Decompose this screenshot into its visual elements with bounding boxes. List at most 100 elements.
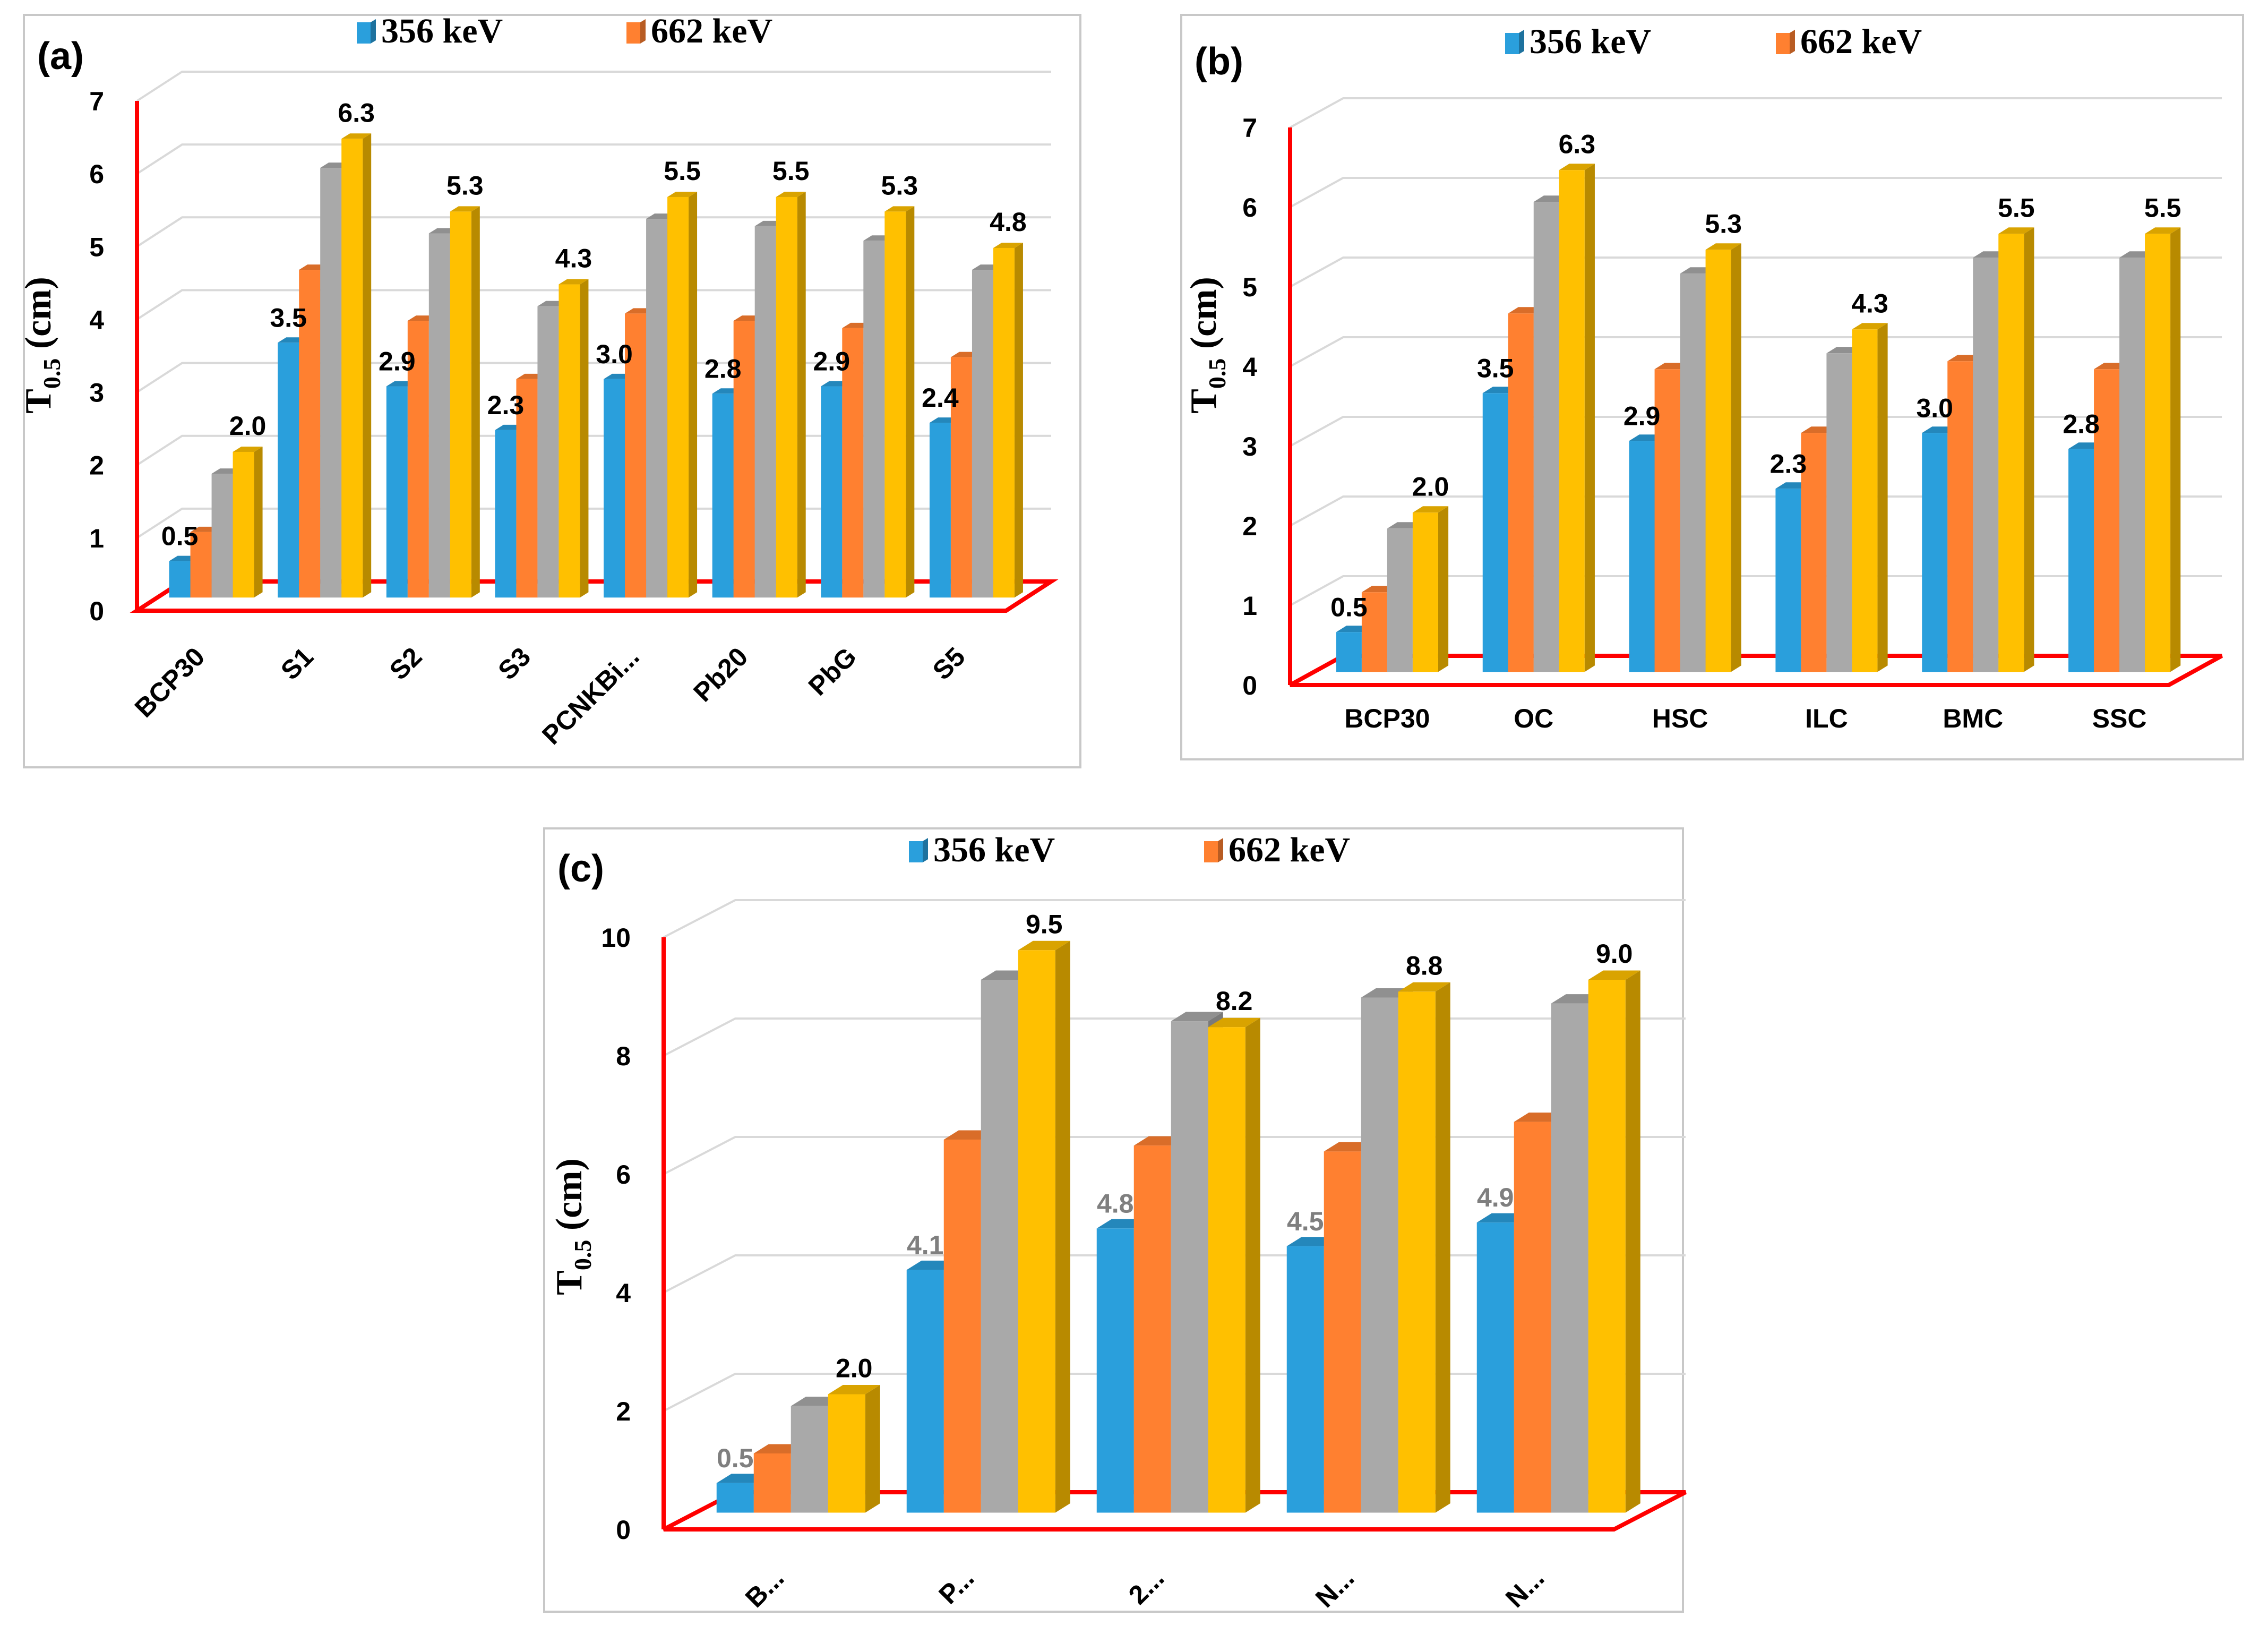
bar-front	[1973, 258, 1999, 672]
gridline	[1290, 256, 2222, 288]
bar-top	[1018, 940, 1070, 951]
bar-side	[1625, 970, 1640, 1513]
y-axis-label: T0.5 (cm)	[549, 1158, 596, 1295]
data-label: 0.5	[1330, 592, 1368, 622]
data-label: 4.3	[555, 244, 592, 273]
data-label: 2.9	[379, 347, 416, 377]
legend-swatch-side	[1218, 838, 1223, 862]
bar-front	[1412, 512, 1438, 672]
x-category-label: 2...	[1123, 1563, 1170, 1610]
panel-border	[23, 14, 1081, 768]
bar-front	[233, 451, 254, 598]
legend-swatch	[357, 22, 371, 44]
data-label: 2.8	[2063, 409, 2100, 439]
data-label: 9.5	[1026, 909, 1063, 939]
x-category-label: PCNKBi...	[536, 641, 645, 750]
legend-label: 356 keV	[381, 12, 503, 50]
bar-front	[712, 393, 734, 598]
bar-front	[1361, 997, 1398, 1513]
legend-swatch	[1505, 33, 1519, 54]
bar-front	[1629, 441, 1655, 672]
bar-series-4	[2145, 227, 2181, 672]
bar-front	[1171, 1021, 1208, 1513]
bar-front	[1476, 1222, 1514, 1513]
bar-series-4	[1412, 506, 1449, 672]
bar-front	[1286, 1246, 1324, 1513]
bar-top	[1171, 1012, 1223, 1022]
bar-side	[1245, 1017, 1260, 1513]
data-label: 3.5	[270, 303, 307, 332]
bar-front	[884, 211, 906, 598]
bar-front	[1508, 313, 1534, 672]
bar-front	[1998, 234, 2024, 672]
gridline	[136, 143, 1051, 175]
bar-top	[1705, 243, 1741, 250]
bar-front	[604, 379, 625, 598]
bar-series-4	[776, 191, 806, 598]
bar-front	[1096, 1228, 1134, 1513]
bar-front	[1324, 1151, 1361, 1513]
x-category-label: P...	[933, 1563, 980, 1610]
bar-side	[906, 206, 915, 598]
bar-front	[516, 379, 538, 598]
data-label: 4.9	[1477, 1183, 1514, 1212]
bar-top	[341, 133, 372, 139]
bar-front	[1559, 170, 1585, 672]
legend-swatch-side	[1519, 30, 1524, 54]
bar-top	[1588, 970, 1640, 980]
y-tick-label: 6	[89, 159, 104, 189]
x-category-label: ILC	[1805, 704, 1848, 733]
bar-front	[386, 386, 408, 598]
data-label: 5.5	[1998, 193, 2035, 223]
bar-side	[689, 191, 698, 598]
legend-label: 356 keV	[933, 831, 1055, 869]
bar-front	[1588, 980, 1626, 1513]
gridline	[663, 899, 1686, 938]
bar-front	[791, 1406, 828, 1513]
bar-front	[495, 430, 517, 598]
bar-front	[776, 196, 797, 598]
bar-front	[646, 219, 668, 598]
data-label: 3.0	[596, 339, 633, 369]
bar-side	[2024, 227, 2034, 672]
bar-front	[2094, 369, 2120, 672]
bar-front	[625, 313, 647, 598]
gridline	[1290, 97, 2222, 129]
bar-series-4	[1588, 970, 1640, 1513]
legend-swatch-side	[640, 19, 646, 44]
bar-top	[559, 279, 589, 285]
y-tick-label: 1	[1242, 591, 1257, 621]
data-label: 6.3	[338, 98, 375, 127]
x-category-label: SSC	[2092, 704, 2147, 733]
bar-front	[537, 306, 559, 598]
data-label: 0.5	[717, 1443, 754, 1473]
bar-front	[972, 270, 993, 598]
data-label: 2.9	[813, 347, 850, 377]
bar-series-4	[1208, 1017, 1260, 1513]
chart-panel-2: 0 1 2 3 4 5 6 7 0.5 2.0 BCP30 3.5 6.3 OC 2.9 5.3 HSC 2.3 4…	[1180, 14, 2244, 760]
bar-front	[1705, 250, 1731, 672]
chart-panel-1: 0 1 2 3 4 5 6 7 0.5 2.0 BCP30 3.5 6.3 S1 2.9 5.3 S2 2.3 4.…	[18, 12, 1081, 768]
x-category-label: S5	[927, 641, 971, 686]
data-label: 4.3	[1851, 288, 1888, 318]
data-label: 4.1	[907, 1230, 944, 1260]
x-category-label: S1	[275, 641, 319, 686]
x-category-label: Pb20	[688, 641, 753, 707]
x-category-label: N...	[1310, 1563, 1360, 1613]
data-label: 2.8	[705, 354, 742, 383]
bar-front	[211, 474, 233, 598]
bar-front	[1514, 1122, 1551, 1513]
legend-swatch-side	[371, 19, 376, 44]
gridline	[1290, 336, 2222, 367]
bar-top	[1208, 1017, 1260, 1028]
chart-panel-3: 0 2 4 6 8 10 0.5 2.0 B... 4.1 9.5 P... 4.8 8.2 2... 4.5…	[543, 827, 1687, 1613]
bar-side	[363, 133, 372, 598]
data-label: 4.8	[990, 207, 1027, 237]
y-tick-label: 4	[616, 1278, 631, 1308]
bar-front	[993, 247, 1015, 598]
bar-front	[1551, 1003, 1588, 1513]
bar-front	[1482, 393, 1508, 672]
bar-series-4	[1018, 940, 1070, 1513]
floor-outline	[130, 579, 1059, 613]
bar-top	[1998, 227, 2034, 234]
